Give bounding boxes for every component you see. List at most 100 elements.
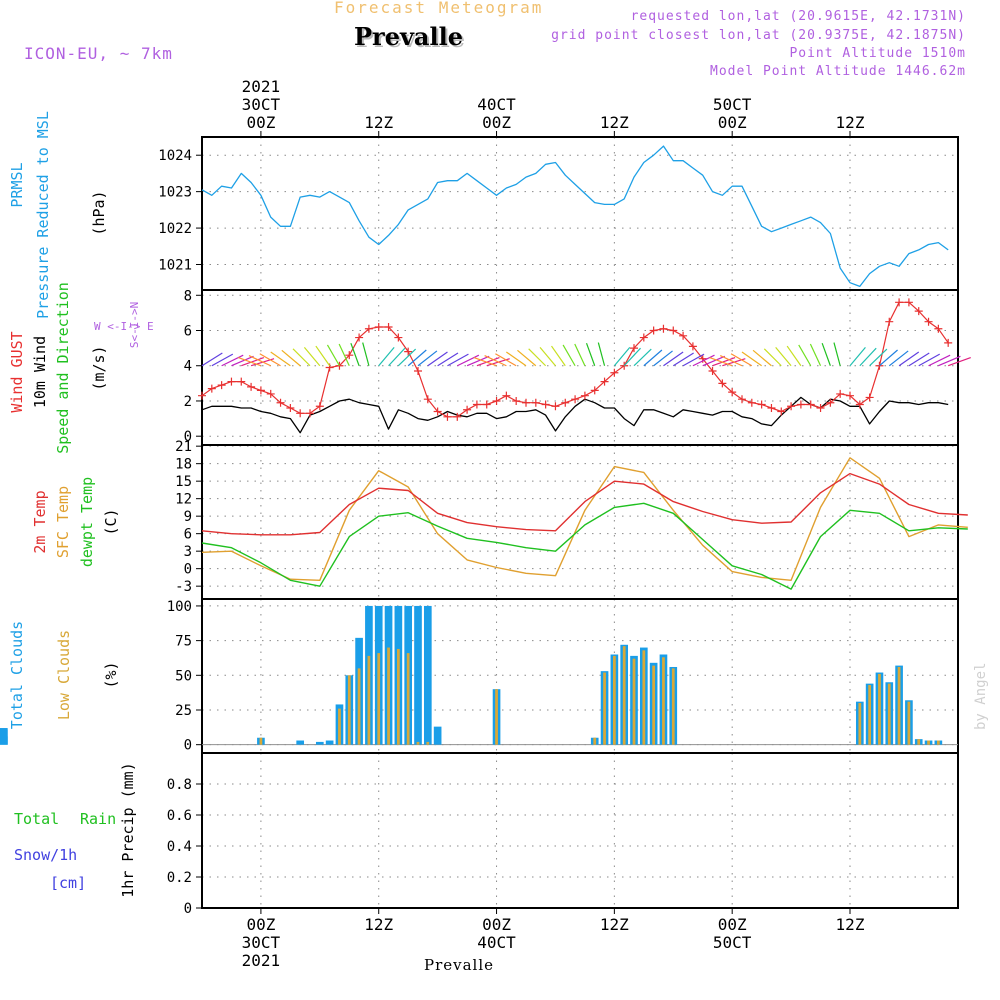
wind-direction-arrow	[281, 349, 301, 367]
y-tick-label: 18	[175, 457, 192, 473]
wind-direction-arrow	[457, 354, 480, 367]
y-tick-label: 0	[184, 901, 192, 917]
y-tick-label: 0.6	[167, 808, 192, 824]
total-cloud-bar	[315, 741, 324, 745]
gust-marker	[728, 388, 737, 397]
gust-marker	[865, 393, 874, 402]
gust-marker	[227, 377, 236, 386]
temp-2m-line	[201, 472, 968, 536]
top-axis-hour: 00Z	[246, 113, 275, 132]
gust-marker	[767, 404, 776, 413]
gust-marker	[335, 361, 344, 370]
y-tick-label: 1022	[158, 221, 192, 237]
gust-marker	[747, 398, 756, 407]
wind-direction-arrow	[709, 356, 733, 367]
y-tick-label: 9	[184, 509, 192, 525]
low-cloud-bar	[338, 708, 341, 745]
y-tick-label: 0.8	[167, 777, 192, 793]
dewpt-temp-line	[201, 502, 968, 590]
gust-marker	[796, 400, 805, 409]
wind-direction-arrow	[821, 342, 831, 366]
gust-marker	[404, 347, 413, 356]
y-tick-label: 4	[184, 359, 192, 375]
wind-direction-arrow	[562, 344, 576, 367]
low-cloud-bar	[632, 658, 636, 745]
gust-marker	[256, 386, 265, 395]
bottom-axis-hour: 00Z	[246, 915, 275, 934]
wind-direction-arrow	[613, 346, 631, 367]
gust-marker	[836, 389, 845, 398]
wind-direction-arrow	[231, 355, 254, 367]
low-cloud-bar	[897, 666, 901, 745]
gust-marker	[561, 398, 570, 407]
wind-direction-arrow	[427, 351, 448, 367]
wind-direction-arrow	[466, 355, 490, 367]
gust-marker	[198, 391, 206, 400]
gust-marker	[247, 382, 256, 391]
pressure-label-line1: PRMSL	[8, 162, 26, 207]
wind-direction-arrow	[378, 346, 395, 367]
wind-direction-arrow	[869, 348, 888, 367]
panel-frame	[201, 289, 959, 446]
wind10m-line	[201, 396, 949, 434]
wind-direction-arrow	[326, 344, 340, 367]
low-cloud-bar	[495, 689, 498, 745]
y-tick-label: 3	[184, 544, 192, 560]
low-cloud-bar	[671, 668, 675, 745]
gust-marker	[885, 317, 894, 326]
compass-we-label: W <-I-> E	[94, 320, 154, 333]
gust-marker	[433, 407, 442, 416]
pressure-line	[201, 145, 949, 288]
wind-direction-arrow	[763, 348, 782, 367]
panel-3: 0 25 50 75 100	[0, 598, 959, 754]
y-tick-label: 100	[167, 599, 192, 615]
y-tick-label: 2	[184, 394, 192, 410]
footer-location-label: Prevalle	[424, 956, 495, 974]
y-tick-label: -3	[175, 579, 192, 595]
wind-direction-arrow	[388, 347, 406, 367]
gust-marker	[423, 395, 432, 404]
gust-marker	[286, 404, 295, 413]
wind-direction-arrow	[918, 353, 941, 367]
gust-marker	[679, 331, 688, 340]
y-tick-label: 0	[184, 429, 192, 445]
compass-ns-label: S<-I->N	[128, 302, 141, 348]
wind-direction-arrow	[879, 349, 898, 367]
gust-marker	[924, 317, 933, 326]
chart-title: Prevalle	[354, 22, 463, 51]
sfc-temp-label: SFC Temp	[54, 486, 72, 558]
wind-direction-arrow	[672, 352, 694, 367]
total-cloud-bar	[414, 605, 422, 745]
gust-marker	[630, 344, 638, 353]
total-clouds-label: Total Clouds	[8, 621, 26, 729]
wind-direction-arrow	[303, 346, 321, 367]
panel-4: 0 0.2 0.4 0.6 0.8	[167, 752, 959, 917]
gust-marker	[688, 342, 697, 351]
wind-direction-arrow	[350, 342, 360, 366]
gust-marker	[472, 400, 481, 409]
wind-direction-arrow	[888, 350, 909, 367]
total-cloud-bar	[0, 728, 8, 745]
wind-direction-arrow	[484, 355, 507, 367]
bottom-axis-day: 30CT	[242, 933, 281, 952]
chart-subtitle: Forecast Meteogram	[334, 0, 544, 17]
wind-direction-arrow	[201, 352, 223, 367]
wind-unit-label: (m/s)	[90, 345, 108, 390]
bottom-axis-hour: 12Z	[600, 915, 629, 934]
watermark: by Angel	[973, 663, 989, 730]
wind-direction-arrow	[938, 355, 961, 367]
gust-marker	[374, 322, 383, 331]
top-axis-day: 40CT	[477, 95, 516, 114]
wind-gust-label: Wind GUST	[8, 331, 26, 412]
gust-marker	[649, 326, 658, 335]
wind-direction-arrow	[447, 353, 469, 367]
bottom-axis-day: 40CT	[477, 933, 516, 952]
gust-marker	[787, 402, 796, 411]
gust-marker	[816, 404, 825, 413]
wind-direction-arrow	[947, 356, 971, 367]
wind-direction-arrow	[730, 353, 753, 367]
low-cloud-bar	[917, 739, 921, 745]
low-cloud-bar	[426, 741, 430, 745]
gust-marker	[757, 400, 766, 409]
